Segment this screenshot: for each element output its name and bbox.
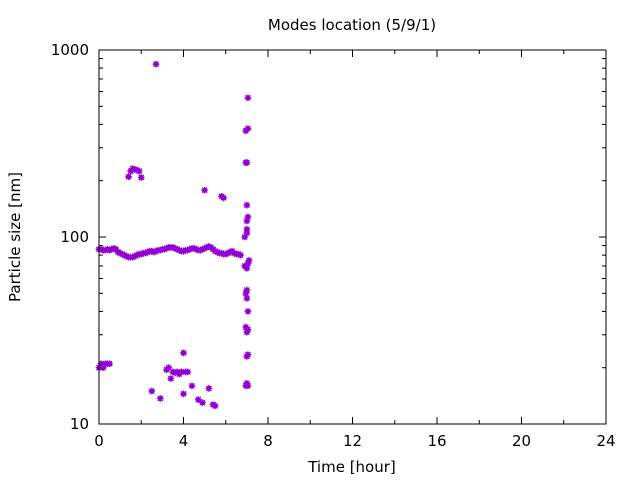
- data-point: [242, 289, 250, 297]
- data-point: [106, 360, 113, 368]
- data-point: [156, 395, 164, 402]
- data-point: [201, 186, 209, 194]
- data-point: [243, 294, 251, 302]
- axis-ticks: [98, 49, 607, 425]
- data-point: [194, 396, 202, 404]
- x-axis-label: Time [hour]: [307, 458, 396, 476]
- data-point: [180, 349, 187, 357]
- x-tick-label: 16: [427, 432, 446, 450]
- data-point: [244, 326, 252, 333]
- chart-title: Modes location (5/9/1): [268, 16, 436, 34]
- x-tick-label: 4: [179, 432, 189, 450]
- data-point: [245, 256, 253, 264]
- data-point: [243, 159, 251, 166]
- data-point: [205, 385, 213, 392]
- data-point: [244, 382, 252, 390]
- data-point: [244, 351, 252, 359]
- data-point: [125, 173, 132, 181]
- tick-labels: 0 4 8 12 16 20 24 10 100 1000: [51, 41, 616, 450]
- x-tick-label: 12: [343, 432, 362, 450]
- data-point: [244, 308, 252, 315]
- x-tick-label: 0: [94, 432, 104, 450]
- data-point: [135, 167, 143, 175]
- data-point: [211, 402, 219, 410]
- y-tick-label: 1000: [51, 41, 89, 59]
- data-point: [188, 382, 196, 390]
- y-axis-label: Particle size [nm]: [6, 172, 24, 302]
- data-point: [237, 251, 244, 259]
- x-tick-label: 20: [512, 432, 531, 450]
- plot-frame: [98, 49, 607, 425]
- y-tick-label: 10: [70, 415, 89, 433]
- x-tick-label: 8: [263, 432, 273, 450]
- data-point: [244, 94, 252, 102]
- data-point: [243, 201, 251, 209]
- data-point: [180, 390, 187, 398]
- data-point: [167, 375, 175, 382]
- data-point: [184, 368, 192, 376]
- data-point: [244, 125, 252, 132]
- x-tick-label: 24: [596, 432, 615, 450]
- data-point: [148, 387, 156, 395]
- data-point: [244, 213, 252, 221]
- data-point: [220, 194, 228, 202]
- data-point: [152, 60, 160, 68]
- data-points: [95, 60, 253, 410]
- data-point: [243, 229, 251, 237]
- y-tick-label: 100: [60, 228, 89, 246]
- data-point: [137, 174, 145, 181]
- data-point: [199, 399, 206, 407]
